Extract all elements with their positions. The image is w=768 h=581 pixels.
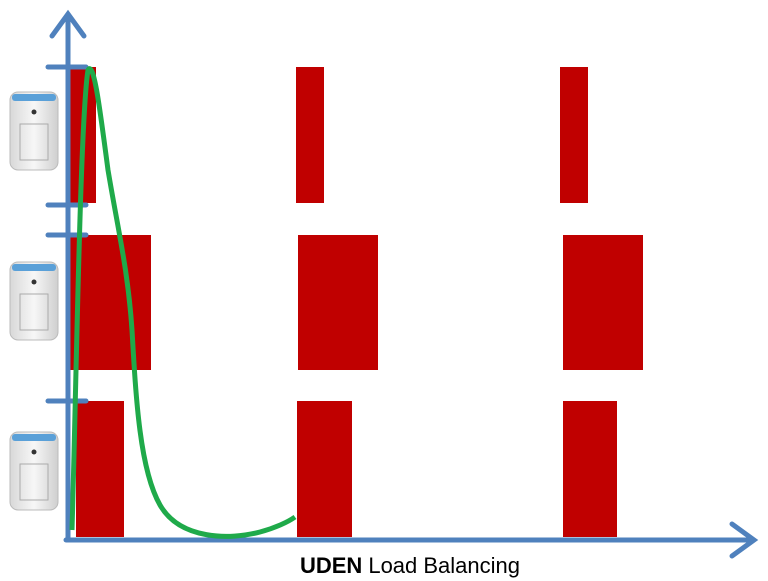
axes	[45, 9, 759, 559]
block	[563, 401, 617, 537]
block	[563, 235, 643, 370]
caption-bold: UDEN	[300, 553, 362, 578]
load-curve	[69, 66, 297, 539]
block	[297, 401, 352, 537]
block	[70, 235, 151, 370]
devices	[9, 91, 59, 511]
block	[560, 67, 588, 203]
y-arrow	[49, 9, 87, 39]
device	[9, 261, 59, 341]
block	[296, 67, 324, 203]
caption-rest: Load Balancing	[368, 553, 520, 578]
caption: UDEN Load Balancing	[300, 553, 520, 578]
block	[298, 235, 378, 370]
device	[9, 431, 59, 511]
x-arrow	[729, 521, 759, 559]
load-blocks	[68, 67, 643, 537]
device	[9, 91, 59, 171]
block	[76, 401, 124, 537]
